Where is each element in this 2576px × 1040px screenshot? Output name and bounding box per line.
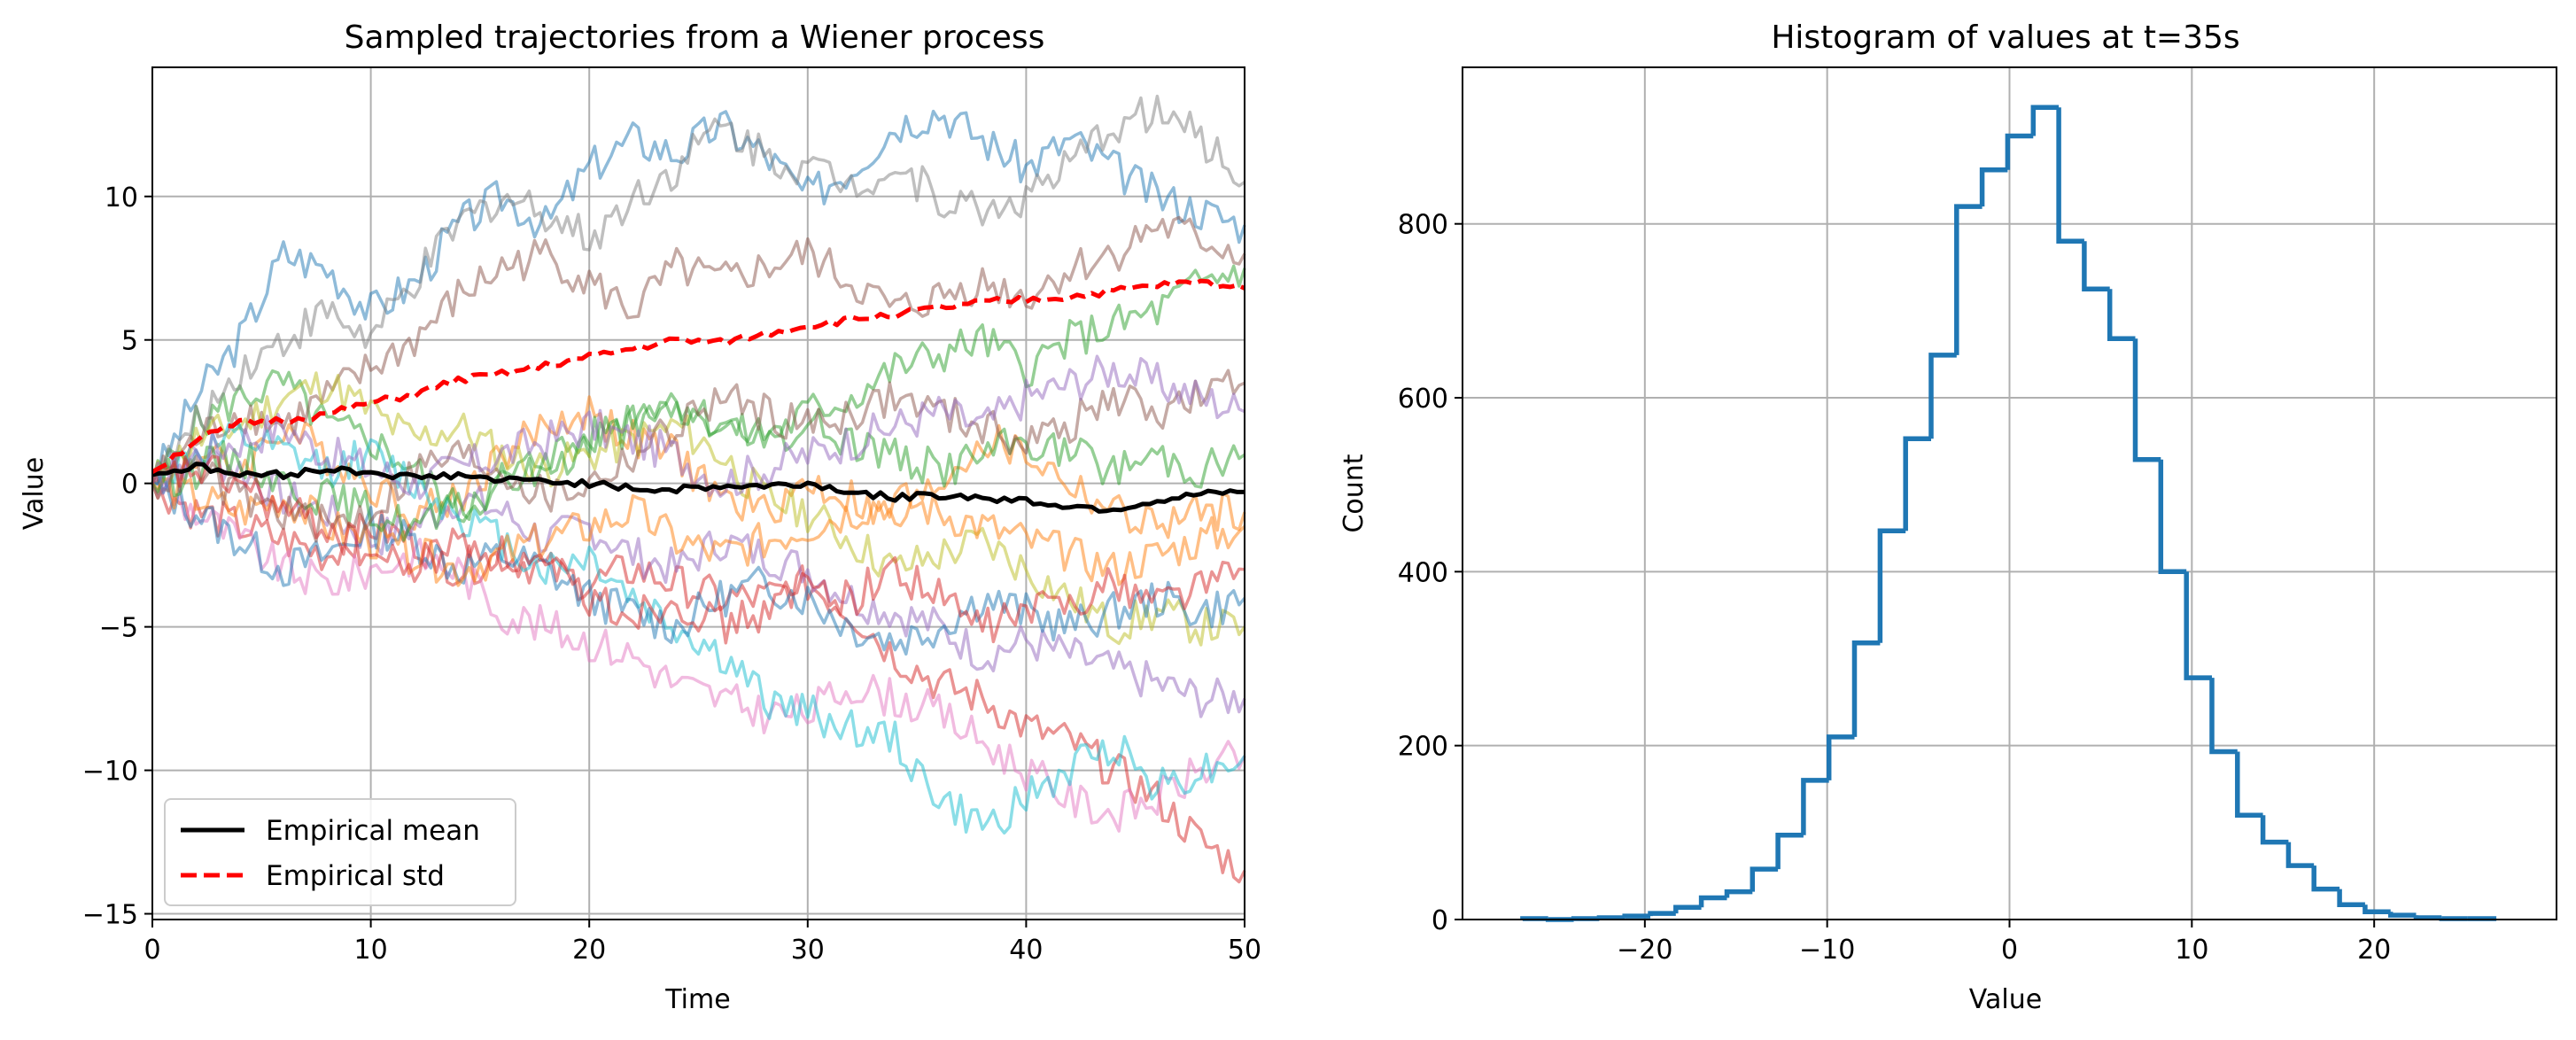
mean-line xyxy=(151,462,1245,514)
histogram-bin xyxy=(1979,167,2008,207)
y-tick-label: −10 xyxy=(82,757,138,788)
histogram-bin xyxy=(1903,436,1931,532)
x-axis-label: Value xyxy=(1969,984,2042,1015)
y-tick-label: 800 xyxy=(1398,210,1448,241)
x-tick-label: 10 xyxy=(2175,935,2208,966)
histogram-bin xyxy=(1954,204,1982,355)
histogram-bin xyxy=(2005,133,2034,170)
summary-series xyxy=(151,278,1246,514)
x-tick-label: 50 xyxy=(1228,935,1261,966)
y-tick-label: 0 xyxy=(121,470,138,501)
y-tick-label: 400 xyxy=(1398,557,1448,588)
y-tick-label: 5 xyxy=(121,326,138,357)
histogram-bin xyxy=(1750,866,1779,892)
trajectory-line xyxy=(151,473,1246,656)
trajectory-line xyxy=(151,94,1245,495)
x-tick-label: 40 xyxy=(1009,935,1043,966)
x-axis-ticks: −20 −10 0 10 20 xyxy=(1617,920,2391,966)
x-tick-label: 30 xyxy=(791,935,825,966)
trajectory-line xyxy=(151,422,1246,835)
y-tick-label: 200 xyxy=(1398,732,1448,763)
y-tick-label: −5 xyxy=(99,613,138,644)
legend: Empirical mean Empirical std xyxy=(164,798,516,906)
x-axis-ticks: 0 10 20 30 40 50 xyxy=(144,920,1261,966)
histogram-bin xyxy=(2184,571,2212,680)
histogram-bin xyxy=(1851,640,1881,737)
legend-std-label: Empirical std xyxy=(266,860,445,892)
histogram-bin xyxy=(2413,915,2442,920)
histogram-bin xyxy=(2387,912,2417,918)
histogram-bin xyxy=(1622,913,1650,919)
histogram-chart: Histogram of values at t=35s −20 −10 0 10 20… xyxy=(1338,19,2557,1015)
std-line xyxy=(151,278,1246,474)
histogram-bin xyxy=(2030,105,2060,136)
trajectory-line xyxy=(151,454,1245,645)
legend-box xyxy=(164,798,516,906)
y-axis-label: Value xyxy=(19,457,50,530)
histogram-bin xyxy=(1801,778,1829,835)
chart-title: Sampled trajectories from a Wiener proce… xyxy=(345,19,1045,56)
trajectory-line xyxy=(151,369,1245,543)
histogram-bin xyxy=(1928,353,1957,439)
histogram-bin xyxy=(1877,528,1906,643)
x-tick-label: −10 xyxy=(1799,935,1855,966)
y-tick-label: 10 xyxy=(105,182,138,213)
x-tick-label: 0 xyxy=(144,935,160,966)
histogram-bin xyxy=(2363,904,2391,914)
histogram-bin xyxy=(1775,833,1804,870)
y-axis-ticks: −15 −10 −5 0 5 10 xyxy=(82,182,152,931)
plot-frame xyxy=(151,66,1245,920)
histogram-bin xyxy=(2132,338,2161,462)
histogram-bin xyxy=(1673,904,1702,914)
legend-mean-label: Empirical mean xyxy=(266,815,480,847)
y-axis-ticks: 0 200 400 600 800 xyxy=(1398,210,1463,936)
y-tick-label: 0 xyxy=(1432,905,1448,936)
histogram-bin xyxy=(1826,734,1855,780)
histogram-bin xyxy=(2285,842,2315,868)
trajectory-line xyxy=(151,354,1245,501)
y-tick-label: −15 xyxy=(82,900,138,931)
x-tick-label: −20 xyxy=(1617,935,1672,966)
histogram-bin xyxy=(2056,107,2084,244)
trajectory-line xyxy=(151,371,1246,647)
histogram-bin xyxy=(2337,889,2365,908)
histogram-bin xyxy=(2311,865,2340,892)
trajectories-chart: Sampled trajectories from a Wiener proce… xyxy=(19,19,1261,1015)
histogram-bin xyxy=(2158,459,2187,575)
x-tick-label: 0 xyxy=(2001,935,2018,966)
histogram-bin xyxy=(2107,289,2136,342)
x-axis-label: Time xyxy=(664,984,730,1015)
histogram-bin xyxy=(1724,889,1753,898)
trajectory-line xyxy=(151,480,1246,833)
chart-title: Histogram of values at t=35s xyxy=(1771,19,2239,56)
histogram-bin xyxy=(2209,678,2238,755)
histogram-bin xyxy=(1596,915,1626,920)
histogram-bin xyxy=(1698,895,1727,908)
y-tick-label: 600 xyxy=(1398,384,1448,415)
histogram-bin xyxy=(2235,751,2263,818)
histogram-bin xyxy=(2439,916,2468,921)
y-axis-label: Count xyxy=(1338,454,1369,532)
trajectory-lines xyxy=(151,94,1246,884)
trajectory-line xyxy=(151,441,1246,718)
histogram-bin xyxy=(2260,815,2289,845)
x-tick-label: 20 xyxy=(2357,935,2391,966)
histogram-bin xyxy=(2082,241,2110,292)
histogram-bin xyxy=(1648,911,1676,917)
x-tick-label: 20 xyxy=(572,935,606,966)
x-tick-label: 10 xyxy=(354,935,388,966)
trajectory-line xyxy=(151,109,1246,486)
